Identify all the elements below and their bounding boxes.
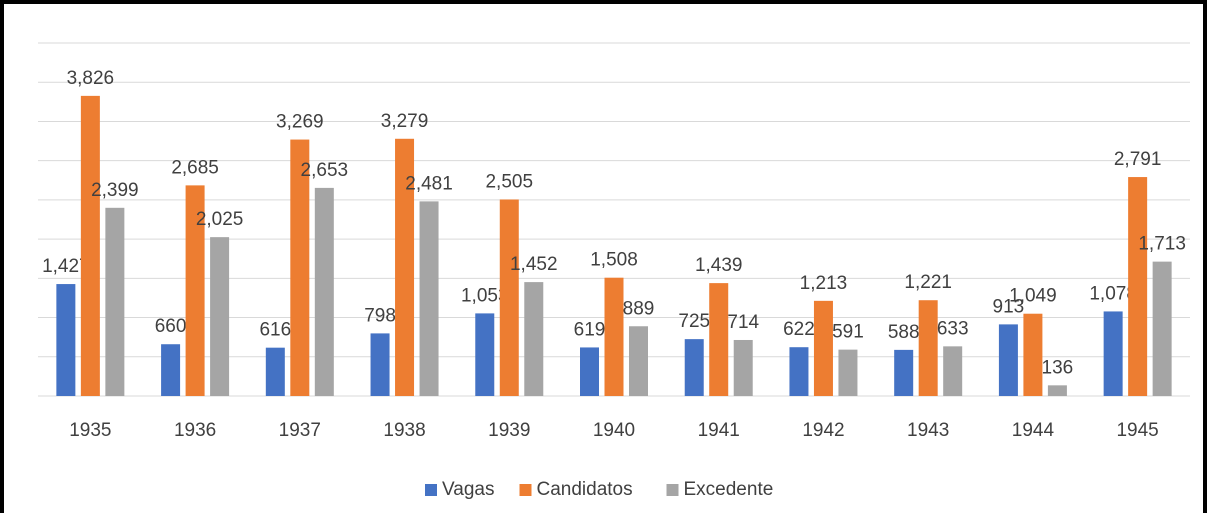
bar (998, 324, 1018, 396)
data-label: 1,053 (461, 285, 509, 306)
data-label: 1,213 (800, 273, 848, 294)
bar (629, 326, 648, 396)
legend-swatch (425, 484, 437, 496)
data-label: 622 (783, 319, 815, 340)
data-label: 591 (832, 322, 864, 343)
bar (419, 201, 439, 396)
x-tick-label: 1940 (593, 420, 635, 441)
data-label: 798 (364, 305, 396, 326)
data-label: 2,025 (196, 209, 244, 230)
data-label: 714 (727, 312, 759, 333)
bar (1103, 311, 1123, 396)
data-label: 913 (993, 296, 1025, 317)
legend-label: Excedente (684, 479, 774, 500)
bar (314, 187, 334, 396)
bar (1128, 177, 1148, 396)
bar (210, 237, 230, 396)
data-label: 1,221 (904, 272, 952, 293)
x-tick-label: 1937 (279, 420, 321, 441)
legend-swatch (519, 484, 532, 496)
data-label: 2,505 (485, 172, 533, 193)
data-label: 3,279 (381, 111, 429, 132)
data-label: 619 (574, 319, 606, 340)
bar (580, 347, 599, 396)
x-tick-label: 1939 (488, 420, 530, 441)
bar (499, 199, 519, 396)
bar (838, 349, 858, 396)
x-tick-label: 1941 (698, 420, 740, 441)
data-label: 616 (259, 320, 291, 341)
bar (161, 344, 181, 396)
data-label: 2,791 (1114, 149, 1162, 170)
bar (80, 95, 100, 397)
data-label: 136 (1042, 357, 1074, 378)
bar (475, 313, 495, 396)
data-label: 633 (937, 318, 969, 339)
bar (1023, 313, 1043, 396)
data-label: 1,439 (695, 255, 743, 276)
bar (789, 347, 809, 396)
data-label: 1,078 (1089, 283, 1137, 304)
bar (265, 347, 285, 396)
data-label: 1,049 (1009, 286, 1057, 307)
data-label: 1,508 (590, 250, 638, 271)
x-tick-label: 1944 (1012, 420, 1055, 441)
bar (604, 277, 624, 396)
bar (943, 346, 963, 396)
data-label: 2,481 (405, 173, 453, 194)
bar (395, 138, 415, 396)
bar (733, 339, 753, 396)
data-label: 3,269 (276, 112, 324, 133)
x-tick-label: 1938 (383, 420, 425, 441)
legend-swatch (666, 484, 679, 496)
bar (56, 284, 76, 396)
bar (370, 333, 390, 396)
data-label: 1,452 (510, 254, 558, 275)
data-label: 1,713 (1138, 234, 1186, 255)
data-label: 725 (678, 311, 710, 332)
data-label: 2,653 (301, 160, 349, 181)
data-label: 2,685 (171, 157, 219, 178)
bar (918, 300, 938, 396)
bar (1047, 385, 1067, 396)
bar (524, 282, 544, 396)
bar (894, 349, 914, 396)
x-tick-label: 1943 (907, 420, 949, 441)
data-label: 3,826 (67, 68, 115, 89)
x-tick-label: 1945 (1116, 420, 1158, 441)
x-tick-label: 1936 (174, 420, 216, 441)
bar (105, 207, 125, 396)
bar (290, 139, 310, 396)
bar (185, 185, 205, 396)
data-label: 660 (155, 316, 187, 337)
data-label: 588 (888, 322, 920, 343)
x-tick-label: 1942 (802, 420, 844, 441)
legend-label: Vagas (442, 479, 494, 500)
legend-label: Candidatos (537, 479, 633, 500)
bar (709, 283, 729, 396)
bar (684, 339, 704, 396)
data-label: 1,427 (42, 256, 90, 277)
data-label: 889 (623, 298, 655, 319)
x-tick-label: 1935 (69, 420, 111, 441)
bar (1152, 261, 1172, 396)
bar (813, 300, 833, 396)
data-label: 2,399 (91, 180, 139, 201)
